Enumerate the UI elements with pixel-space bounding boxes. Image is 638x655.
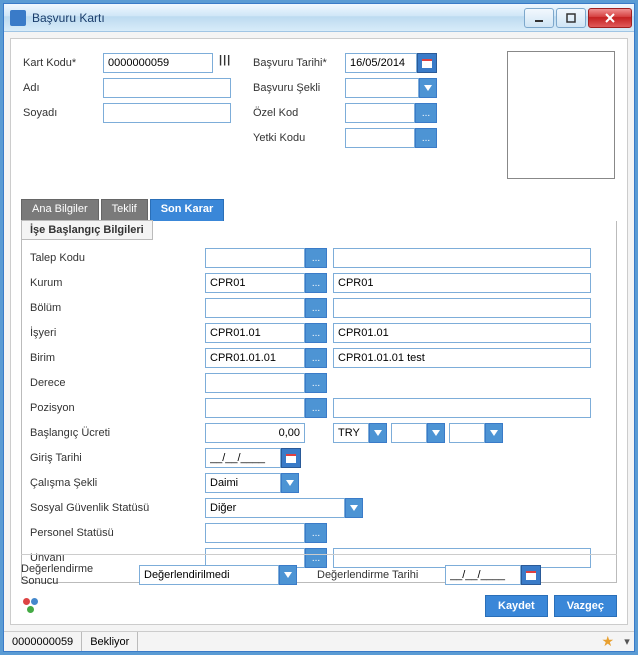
star-icon[interactable]: ★ bbox=[595, 632, 620, 651]
currency-input[interactable] bbox=[333, 423, 369, 443]
yetki-kodu-label: Yetki Kodu bbox=[253, 132, 345, 144]
chevron-down-icon[interactable] bbox=[345, 498, 363, 518]
birim-label: Birim bbox=[30, 352, 205, 364]
cancel-button[interactable]: Vazgeç bbox=[554, 595, 617, 617]
soyadi-label: Soyadı bbox=[23, 107, 103, 119]
personel-statusu-input[interactable] bbox=[205, 523, 305, 543]
derece-label: Derece bbox=[30, 377, 205, 389]
color-picker-icon[interactable] bbox=[21, 596, 41, 616]
pozisyon-input[interactable] bbox=[205, 398, 305, 418]
calendar-icon[interactable] bbox=[417, 53, 437, 73]
deg-tarih-input[interactable] bbox=[445, 565, 521, 585]
kurum-label: Kurum bbox=[30, 277, 205, 289]
calendar-icon[interactable] bbox=[281, 448, 301, 468]
lookup-button[interactable]: ... bbox=[415, 128, 437, 148]
lookup-button[interactable]: ... bbox=[305, 398, 327, 418]
lookup-button[interactable]: ... bbox=[305, 323, 327, 343]
lookup-button[interactable]: ... bbox=[305, 348, 327, 368]
statusbar: 0000000059 Bekliyor ★ ▾ bbox=[4, 631, 634, 651]
isyeri-desc[interactable] bbox=[333, 323, 591, 343]
chevron-down-icon[interactable] bbox=[485, 423, 503, 443]
minimize-button[interactable] bbox=[524, 8, 554, 28]
bolum-desc[interactable] bbox=[333, 298, 591, 318]
close-button[interactable] bbox=[588, 8, 632, 28]
calisma-sekli-input[interactable] bbox=[205, 473, 281, 493]
sgs-label: Sosyal Güvenlik Statüsü bbox=[30, 502, 205, 514]
baslangic-ucreti-label: Başlangıç Ücreti bbox=[30, 427, 205, 439]
personel-statusu-label: Personel Statüsü bbox=[30, 527, 205, 539]
lookup-button[interactable]: ... bbox=[305, 248, 327, 268]
lookup-button[interactable]: ... bbox=[305, 373, 327, 393]
sonuc-input[interactable] bbox=[139, 565, 279, 585]
chevron-down-icon[interactable] bbox=[279, 565, 297, 585]
sgs-input[interactable] bbox=[205, 498, 345, 518]
period1-input[interactable] bbox=[391, 423, 427, 443]
status-code: 0000000059 bbox=[4, 632, 82, 651]
maximize-button[interactable] bbox=[556, 8, 586, 28]
bolum-input[interactable] bbox=[205, 298, 305, 318]
basvuru-sekli-input[interactable] bbox=[345, 78, 419, 98]
status-state: Bekliyor bbox=[82, 632, 138, 651]
lookup-button[interactable]: ... bbox=[305, 273, 327, 293]
isyeri-input[interactable] bbox=[205, 323, 305, 343]
basvuru-tarihi-label: Başvuru Tarihi* bbox=[253, 57, 345, 69]
ozel-kod-label: Özel Kod bbox=[253, 107, 345, 119]
lookup-button[interactable]: ... bbox=[305, 523, 327, 543]
section-header: İşe Başlangıç Bilgileri bbox=[21, 220, 153, 240]
deg-tarih-label: Değerlendirme Tarihi bbox=[317, 569, 437, 581]
lookup-button[interactable]: ... bbox=[305, 298, 327, 318]
pozisyon-desc[interactable] bbox=[333, 398, 591, 418]
chevron-down-icon[interactable] bbox=[419, 78, 437, 98]
calisma-sekli-label: Çalışma Şekli bbox=[30, 477, 205, 489]
chevron-down-icon[interactable]: ▾ bbox=[620, 632, 634, 651]
period2-input[interactable] bbox=[449, 423, 485, 443]
basvuru-sekli-label: Başvuru Şekli bbox=[253, 82, 345, 94]
chevron-down-icon[interactable] bbox=[281, 473, 299, 493]
giris-tarihi-input[interactable] bbox=[205, 448, 281, 468]
tab-teklif[interactable]: Teklif bbox=[101, 199, 148, 221]
tab-son-karar[interactable]: Son Karar bbox=[150, 199, 225, 221]
chevron-down-icon[interactable] bbox=[369, 423, 387, 443]
bolum-label: Bölüm bbox=[30, 302, 205, 314]
birim-desc[interactable] bbox=[333, 348, 591, 368]
talep-kodu-input[interactable] bbox=[205, 248, 305, 268]
basvuru-tarihi-input[interactable] bbox=[345, 53, 417, 73]
chevron-down-icon[interactable] bbox=[427, 423, 445, 443]
kurum-input[interactable] bbox=[205, 273, 305, 293]
adi-input[interactable] bbox=[103, 78, 231, 98]
sonuc-label: Değerlendirme Sonucu bbox=[21, 563, 131, 587]
calendar-icon[interactable] bbox=[521, 565, 541, 585]
lookup-button[interactable]: ... bbox=[415, 103, 437, 123]
yetki-kodu-input[interactable] bbox=[345, 128, 415, 148]
talep-kodu-desc[interactable] bbox=[333, 248, 591, 268]
photo-placeholder bbox=[507, 51, 615, 179]
birim-input[interactable] bbox=[205, 348, 305, 368]
ucret-input[interactable] bbox=[205, 423, 305, 443]
titlebar[interactable]: Başvuru Kartı bbox=[4, 4, 634, 32]
talep-kodu-label: Talep Kodu bbox=[30, 252, 205, 264]
kart-kodu-label: Kart Kodu* bbox=[23, 57, 103, 69]
kurum-desc[interactable] bbox=[333, 273, 591, 293]
app-window: Başvuru Kartı Kart Kodu* Adı bbox=[3, 3, 635, 652]
ozel-kod-input[interactable] bbox=[345, 103, 415, 123]
adi-label: Adı bbox=[23, 82, 103, 94]
giris-tarihi-label: Giriş Tarihi bbox=[30, 452, 205, 464]
client-area: Kart Kodu* Adı Soyadı bbox=[4, 32, 634, 651]
barcode-icon[interactable] bbox=[219, 56, 235, 70]
isyeri-label: İşyeri bbox=[30, 327, 205, 339]
tab-ana-bilgiler[interactable]: Ana Bilgiler bbox=[21, 199, 99, 221]
soyadi-input[interactable] bbox=[103, 103, 231, 123]
window-title: Başvuru Kartı bbox=[32, 11, 524, 25]
derece-input[interactable] bbox=[205, 373, 305, 393]
save-button[interactable]: Kaydet bbox=[485, 595, 548, 617]
pozisyon-label: Pozisyon bbox=[30, 402, 205, 414]
app-icon bbox=[10, 10, 26, 26]
kart-kodu-input[interactable] bbox=[103, 53, 213, 73]
